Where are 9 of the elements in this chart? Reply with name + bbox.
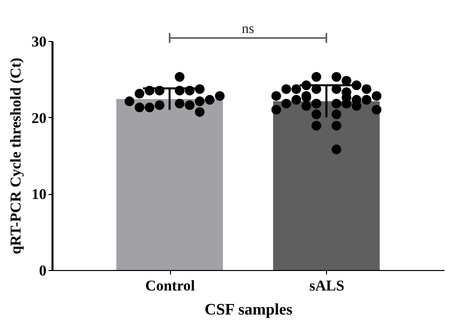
- x-tick-label: sALS: [309, 278, 344, 294]
- y-tick-label: 0: [39, 264, 46, 280]
- y-tick-label: 10: [32, 187, 46, 204]
- y-tick-label: 20: [32, 110, 46, 127]
- text: ns: [242, 22, 254, 37]
- y-tick-label: 30: [32, 34, 46, 50]
- x-axis-title: CSF samples: [204, 302, 292, 318]
- y-axis-title: qRT-PCR Cycle threshold (Ct): [8, 58, 24, 254]
- x-tick-label: Control: [145, 278, 195, 294]
